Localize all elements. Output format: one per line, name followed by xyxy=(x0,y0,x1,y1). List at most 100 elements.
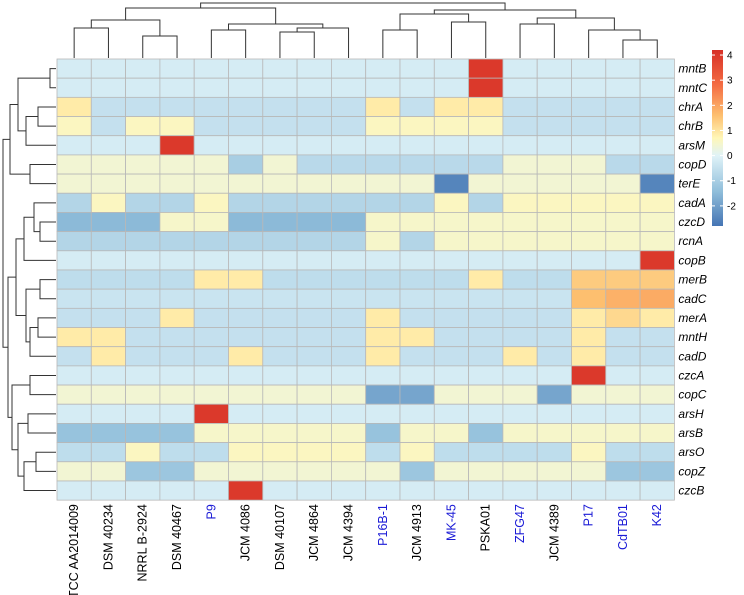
heatmap-cell xyxy=(330,307,367,328)
heatmap-cell xyxy=(228,442,264,463)
heatmap-cell xyxy=(365,461,401,482)
column-dendrogram xyxy=(73,2,658,58)
heatmap-cell xyxy=(468,212,504,233)
column-label: MK-45 xyxy=(444,504,458,541)
heatmap-cell xyxy=(56,365,92,386)
heatmap-cell xyxy=(468,365,504,386)
heatmap-cell xyxy=(193,461,229,482)
legend-color-bar xyxy=(712,50,723,226)
heatmap-cell xyxy=(90,423,127,444)
heatmap-cell xyxy=(296,250,332,271)
heatmap-cell xyxy=(330,442,367,463)
heatmap-cell xyxy=(433,77,469,98)
heatmap-cell xyxy=(502,96,538,117)
heatmap-cell xyxy=(125,231,161,252)
heatmap-cell xyxy=(262,212,298,233)
heatmap-cell xyxy=(399,461,435,482)
heatmap-cell xyxy=(571,307,607,328)
heatmap-cell xyxy=(365,135,401,156)
heatmap-cell xyxy=(536,480,572,501)
heatmap-cell xyxy=(56,135,92,156)
heatmap-cell xyxy=(159,384,195,405)
heatmap-cell xyxy=(90,327,127,348)
dendrogram-link xyxy=(29,327,56,357)
heatmap-cell xyxy=(433,212,469,233)
heatmap-cell xyxy=(193,192,229,213)
dendrogram-link xyxy=(519,23,555,58)
heatmap-cell xyxy=(125,327,161,348)
heatmap-cell xyxy=(365,212,401,233)
heatmap-cell xyxy=(159,192,195,213)
heatmap-cell xyxy=(228,173,264,194)
heatmap-cell xyxy=(90,212,127,233)
column-label: CCTCC AA2014009 xyxy=(67,504,81,595)
dendrogram-link xyxy=(210,29,247,58)
heatmap-cell xyxy=(502,365,538,386)
heatmap-cell xyxy=(193,231,229,252)
dendrogram-link xyxy=(25,116,56,146)
column-label: CdTB01 xyxy=(616,504,630,550)
heatmap-cell xyxy=(330,461,367,482)
color-legend: 4 3 2 1 0 -1 -2 xyxy=(712,50,736,226)
heatmap-cell xyxy=(193,384,229,405)
column-label: DSM 40234 xyxy=(101,504,115,570)
heatmap-cell xyxy=(125,58,161,79)
row-label: rcnA xyxy=(678,234,703,248)
heatmap-cell xyxy=(468,250,504,271)
heatmap-cell xyxy=(502,135,538,156)
heatmap-cell xyxy=(330,384,367,405)
heatmap-cell xyxy=(125,403,161,424)
heatmap-cell xyxy=(262,480,298,501)
heatmap-cell xyxy=(228,77,264,98)
dendrogram-link xyxy=(588,29,641,58)
dendrogram-link xyxy=(33,202,56,233)
heatmap-cell xyxy=(159,288,195,309)
heatmap-cell xyxy=(468,58,504,79)
heatmap-cell xyxy=(571,365,607,386)
heatmap-cell xyxy=(639,288,675,309)
heatmap-cell xyxy=(330,96,367,117)
heatmap-cell xyxy=(468,461,504,482)
heatmap-cell xyxy=(433,365,469,386)
dendrogram-link xyxy=(382,29,418,58)
heatmap-cell xyxy=(125,77,161,98)
heatmap-cell xyxy=(502,461,538,482)
heatmap-cell xyxy=(296,307,332,328)
heatmap-cell xyxy=(571,480,607,501)
heatmap-cell xyxy=(571,231,607,252)
heatmap-cell xyxy=(90,346,127,367)
heatmap-cell xyxy=(90,365,127,386)
heatmap-cell xyxy=(639,365,675,386)
heatmap-cell xyxy=(502,480,538,501)
heatmap-cell xyxy=(365,269,401,290)
heatmap-cell xyxy=(365,77,401,98)
heatmap-cell xyxy=(296,327,332,348)
heatmap-cell xyxy=(330,192,367,213)
row-label: arsM xyxy=(678,138,705,152)
heatmap-cell xyxy=(571,442,607,463)
dendrogram-link xyxy=(39,221,56,242)
heatmap-cell xyxy=(536,346,572,367)
heatmap-cell xyxy=(468,442,504,463)
heatmap-cell xyxy=(433,154,469,175)
row-label: copB xyxy=(678,253,705,267)
heatmap-cell xyxy=(56,192,92,213)
heatmap-cell xyxy=(56,480,92,501)
heatmap-cell xyxy=(159,135,195,156)
heatmap-cell xyxy=(433,480,469,501)
heatmap-cell xyxy=(56,288,92,309)
heatmap-cell xyxy=(296,403,332,424)
heatmap-cell xyxy=(536,250,572,271)
heatmap-cell xyxy=(502,212,538,233)
heatmap-cell xyxy=(571,403,607,424)
heatmap-cell xyxy=(125,269,161,290)
row-label: merA xyxy=(678,311,707,325)
heatmap-cell xyxy=(125,346,161,367)
dendrogram-link xyxy=(450,21,487,58)
heatmap-cell xyxy=(193,442,229,463)
heatmap-cell xyxy=(365,192,401,213)
heatmap-cell xyxy=(468,480,504,501)
heatmap-cell xyxy=(536,96,572,117)
heatmap-cell xyxy=(125,423,161,444)
heatmap-cell xyxy=(56,384,92,405)
